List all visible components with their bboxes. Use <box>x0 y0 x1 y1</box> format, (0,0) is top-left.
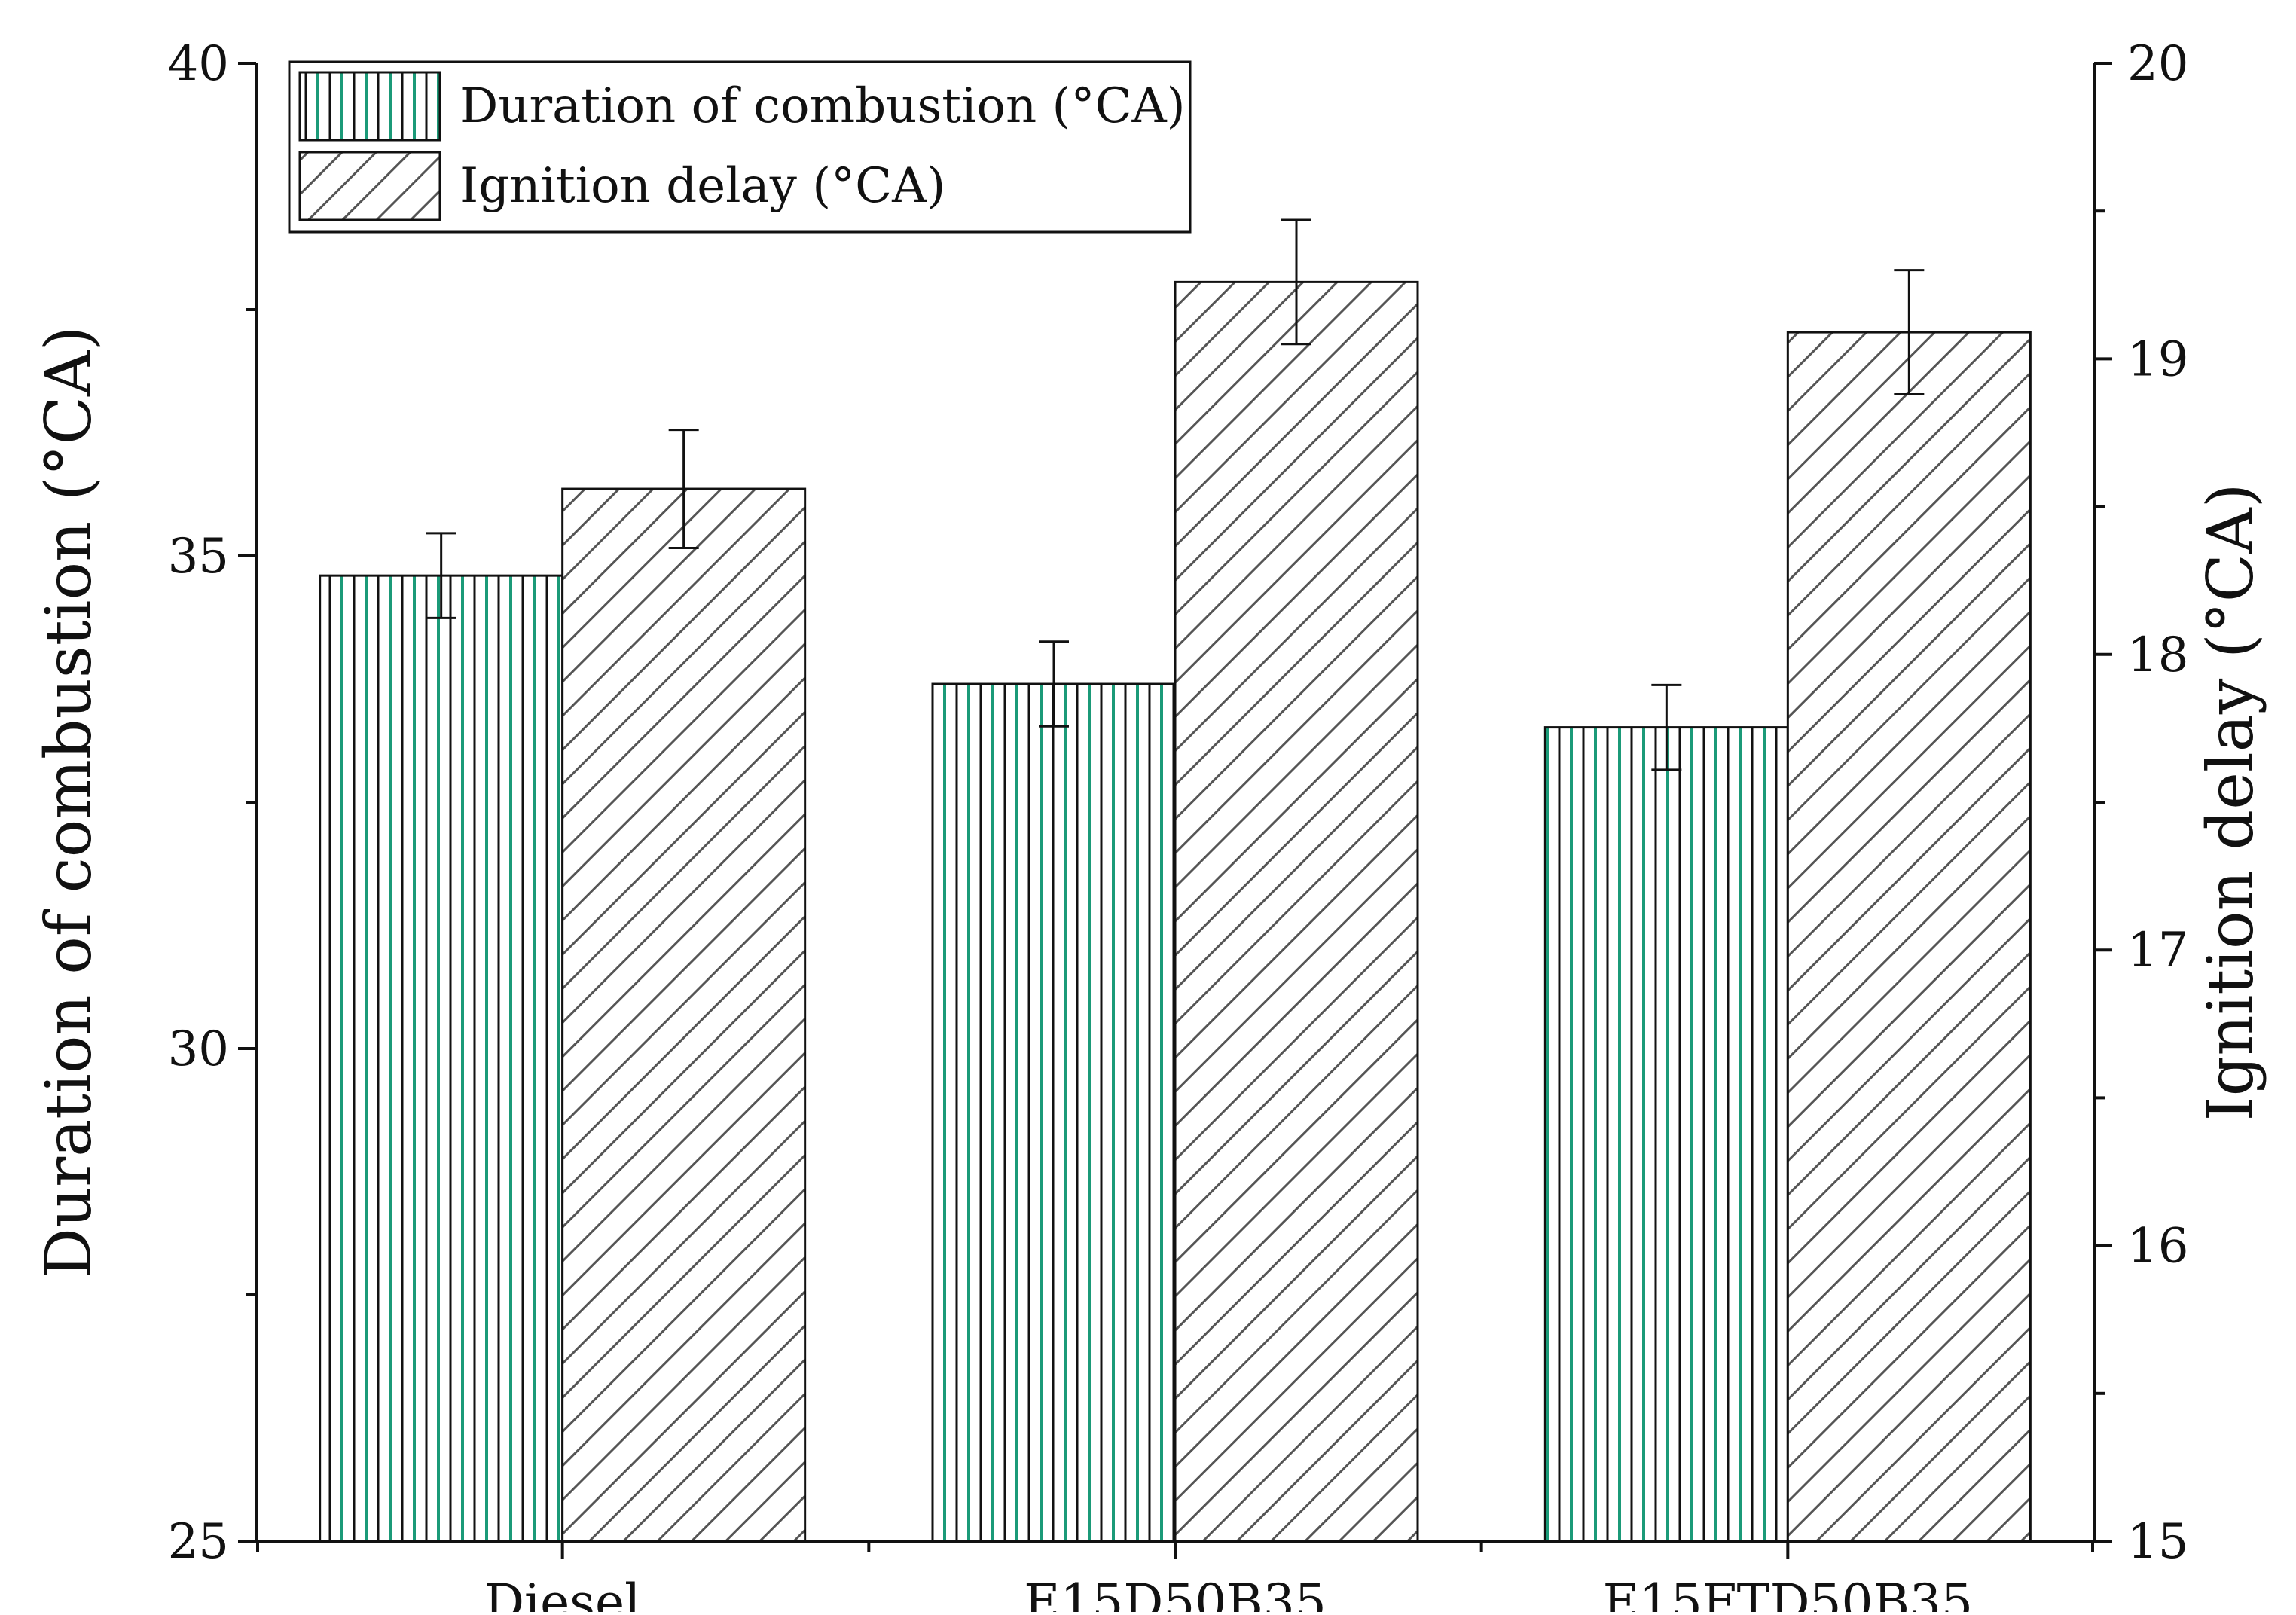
right-tick-label-18: 18 <box>2127 627 2188 683</box>
error-bar-duration-2 <box>1651 683 1682 771</box>
error-bar-ignition-2 <box>1894 269 1925 395</box>
right-tick-label-20: 20 <box>2127 36 2188 92</box>
x-tick-label-1: E15D50B35 <box>1024 1574 1327 1612</box>
legend-label-duration: Duration of combustion (°CA) <box>460 78 1186 134</box>
left-tick-label-40: 40 <box>168 36 229 92</box>
legend-swatch-duration <box>298 71 441 142</box>
x-tick-label-0: Diesel <box>484 1574 640 1612</box>
bar-ignition-1 <box>1174 280 1419 1543</box>
bar-duration-1 <box>931 682 1177 1543</box>
error-bars-layer <box>426 218 1925 771</box>
left-tick-label-25: 25 <box>168 1514 229 1570</box>
right-axis-title: Ignition delay (°CA) <box>2194 484 2267 1122</box>
labels-layer: 25 30 35 40 15 16 17 18 19 20 Diesel E15D50B35 E15FT… <box>32 36 2267 1615</box>
legend-swatch-ignition <box>298 151 441 221</box>
right-tick-label-16: 16 <box>2127 1219 2188 1275</box>
bar-duration-0 <box>319 574 564 1543</box>
error-bar-duration-1 <box>1039 640 1069 728</box>
error-bar-duration-0 <box>426 532 456 619</box>
x-tick-label-2: E15FTD50B35 <box>1603 1574 1973 1612</box>
right-tick-label-19: 19 <box>2127 331 2188 387</box>
bar-ignition-0 <box>561 487 807 1543</box>
left-axis-title: Duration of combustion (°CA) <box>32 326 105 1279</box>
bars-layer <box>319 280 2032 1543</box>
axes-layer <box>238 62 2112 1559</box>
error-bar-ignition-1 <box>1281 218 1311 346</box>
legend: Duration of combustion (°CA) Ignition del… <box>288 60 1192 234</box>
left-tick-label-30: 30 <box>168 1021 229 1077</box>
bar-ignition-2 <box>1786 331 2032 1543</box>
right-tick-label-15: 15 <box>2127 1514 2188 1570</box>
bar-duration-2 <box>1543 726 1789 1543</box>
right-tick-label-17: 17 <box>2127 923 2188 978</box>
legend-entry-ignition: Ignition delay (°CA) <box>298 151 945 221</box>
left-tick-label-35: 35 <box>168 529 229 585</box>
legend-label-ignition: Ignition delay (°CA) <box>460 158 945 214</box>
legend-entry-duration: Duration of combustion (°CA) <box>298 71 1186 142</box>
error-bar-ignition-0 <box>668 429 699 550</box>
